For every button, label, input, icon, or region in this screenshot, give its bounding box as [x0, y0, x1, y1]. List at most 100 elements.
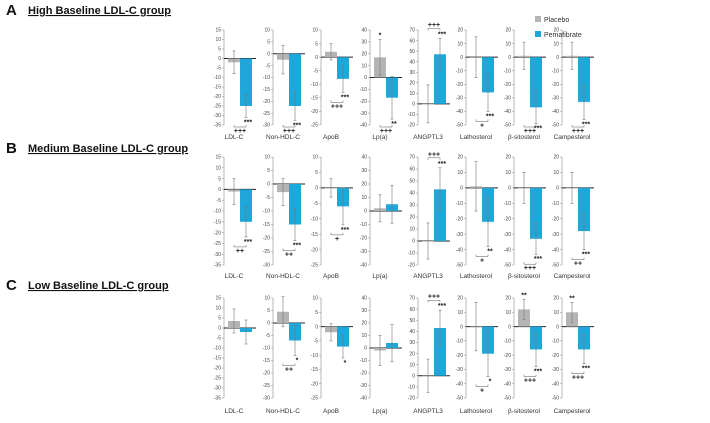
y-tick-label: -5 — [217, 66, 222, 72]
x-label: ANGPTL3 — [413, 408, 443, 415]
y-tick-label: 10 — [505, 310, 511, 316]
subchart-1: 10 5 0 -5 -10 -15 -20 -25 -30 ***++ Non-HDL-C — [263, 155, 305, 280]
y-tick-label: -40 — [360, 396, 367, 402]
y-tick-label: -10 — [456, 339, 463, 345]
y-tick-label: -20 — [456, 353, 463, 359]
y-tick-label: 60 — [409, 38, 415, 44]
x-label: Non-HDL-C — [266, 134, 300, 141]
y-tick-label: -20 — [263, 371, 270, 377]
y-tick-label: 15 — [215, 28, 221, 34]
legend-swatch-placebo — [535, 16, 541, 22]
y-tick-label: 5 — [267, 168, 270, 174]
legend-label-pemafibrate: Pemafibrate — [544, 32, 582, 39]
y-tick-label: -40 — [504, 109, 511, 115]
y-tick-label: -10 — [214, 75, 221, 81]
y-tick-label: 5 — [267, 40, 270, 46]
y-tick-label: 10 — [264, 155, 270, 161]
y-tick-label: 30 — [361, 308, 367, 314]
y-tick-label: 5 — [267, 308, 270, 314]
sig-bracket — [523, 374, 537, 377]
y-tick-label: 10 — [553, 41, 559, 47]
y-tick-label: -50 — [552, 123, 559, 129]
y-tick-label: -30 — [360, 383, 367, 389]
y-tick-label: -10 — [504, 68, 511, 74]
sig-bracket — [427, 28, 441, 31]
y-tick-label: 70 — [409, 296, 415, 302]
subchart-0: 15 10 5 0 -5 -10 -15 -20 -25 -30 -35 ***++ LDL-C — [214, 155, 256, 280]
y-tick-label: -15 — [311, 96, 318, 102]
x-label: ApoB — [323, 408, 339, 415]
y-tick-label: -20 — [408, 263, 415, 269]
y-tick-label: 40 — [409, 59, 415, 65]
subchart-4: 70 60 50 40 30 20 10 0 -10 -20 *** +++ ANGPTL3 — [408, 294, 450, 415]
y-tick-label: -5 — [266, 63, 271, 69]
y-tick-label: 0 — [412, 373, 415, 379]
x-label: β-sitosterol — [508, 134, 540, 141]
y-tick-label: 10 — [505, 170, 511, 176]
y-tick-label: 0 — [508, 186, 511, 192]
sig-bracket — [475, 119, 489, 122]
panel-letter: B — [6, 140, 17, 157]
x-label: β-sitosterol — [508, 273, 540, 280]
y-tick-label: -50 — [456, 263, 463, 269]
sig-pemafibrate: * — [344, 360, 347, 367]
y-tick-label: 0 — [364, 209, 367, 215]
sig-bracket — [282, 363, 296, 366]
sig-bracket — [475, 384, 489, 387]
bar-pemafibrate — [289, 53, 301, 106]
sig-bracket — [282, 125, 296, 128]
y-tick-label: -15 — [214, 220, 221, 226]
y-tick-label: -5 — [314, 68, 319, 74]
sig-pemafibrate: *** — [582, 366, 590, 373]
y-tick-label: -10 — [504, 339, 511, 345]
sig-pemafibrate: *** — [341, 227, 349, 234]
subchart-4: 70 60 50 40 30 20 10 0 -10 -20 *** +++ ANGPTL3 — [408, 151, 450, 280]
sig-pemafibrate: *** — [341, 94, 349, 101]
y-tick-label: -20 — [214, 366, 221, 372]
legend-label-placebo: Placebo — [544, 17, 569, 24]
sig-between-groups: + — [335, 236, 339, 243]
y-tick-label: 20 — [409, 351, 415, 357]
sig-between-groups: +++ — [572, 375, 584, 382]
y-tick-label: -50 — [456, 123, 463, 129]
y-tick-label: 15 — [215, 296, 221, 302]
y-tick-label: -40 — [504, 247, 511, 253]
sig-between-groups: +++ — [428, 151, 440, 158]
y-tick-label: -10 — [408, 112, 415, 118]
sig-placebo: ** — [569, 295, 575, 302]
y-tick-label: 0 — [218, 187, 221, 193]
y-tick-label: 20 — [505, 296, 511, 302]
y-tick-label: 10 — [312, 28, 318, 34]
y-tick-label: -15 — [214, 85, 221, 91]
sig-between-groups: +++ — [283, 128, 295, 135]
y-tick-label: -30 — [263, 396, 270, 402]
bar-pemafibrate — [578, 57, 590, 102]
y-tick-label: 30 — [409, 340, 415, 346]
y-tick-label: -20 — [311, 381, 318, 387]
y-tick-label: 60 — [409, 167, 415, 173]
x-label: β-sitosterol — [508, 408, 540, 415]
bar-pemafibrate — [240, 189, 252, 222]
y-tick-label: -10 — [456, 68, 463, 74]
y-tick-label: 0 — [315, 55, 318, 61]
y-tick-label: 10 — [361, 63, 367, 69]
y-tick-label: 10 — [215, 306, 221, 312]
x-label: ApoB — [323, 273, 339, 280]
bar-pemafibrate — [434, 189, 446, 241]
y-tick-label: -40 — [360, 123, 367, 129]
y-tick-label: -30 — [504, 232, 511, 238]
y-tick-label: -15 — [214, 356, 221, 362]
sig-pemafibrate: *** — [486, 113, 494, 120]
sig-pemafibrate: *** — [582, 252, 590, 259]
y-tick-label: -30 — [214, 113, 221, 119]
sig-placebo: ** — [521, 292, 527, 299]
y-tick-label: 0 — [218, 326, 221, 332]
y-tick-label: 10 — [215, 37, 221, 43]
sig-pemafibrate: *** — [438, 303, 446, 310]
sig-between-groups: +++ — [572, 128, 584, 135]
sig-bracket — [330, 100, 344, 103]
y-tick-label: -20 — [214, 230, 221, 236]
panel-b: B Medium Baseline LDL-C group151050-5-10-… — [6, 140, 594, 280]
y-tick-label: 0 — [267, 321, 270, 327]
y-tick-label: 0 — [267, 182, 270, 188]
